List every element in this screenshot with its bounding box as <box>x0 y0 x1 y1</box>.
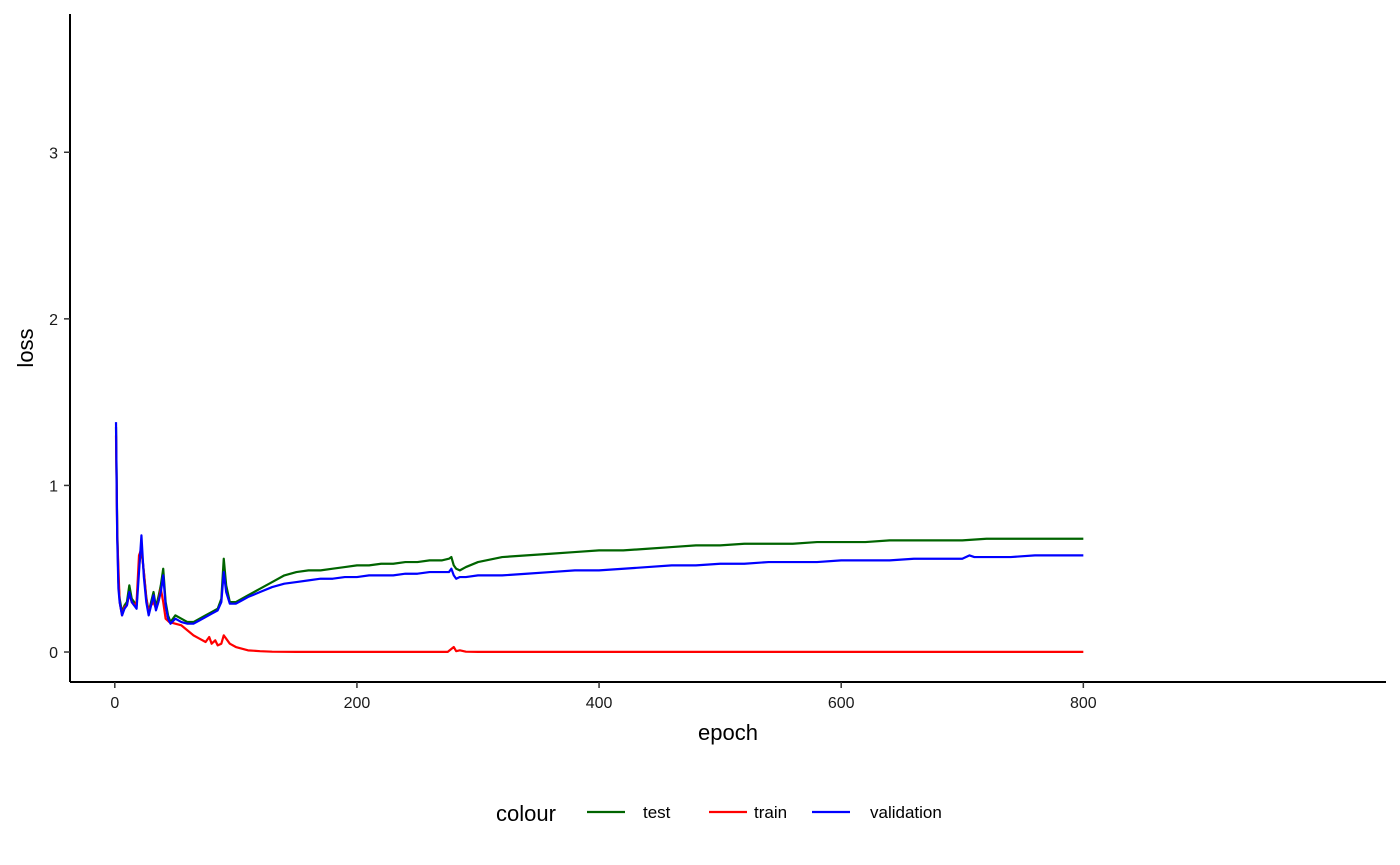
x-tick-label: 800 <box>1070 695 1097 712</box>
y-axis-title: loss <box>13 328 38 367</box>
series-line-validation <box>114 422 1084 625</box>
legend: colour test train validation <box>496 801 942 826</box>
x-tick-label: 600 <box>828 695 855 712</box>
y-tick-label: 1 <box>49 478 58 495</box>
x-axis-title: epoch <box>698 720 758 745</box>
x-tick-label: 0 <box>110 695 119 712</box>
legend-label-test: test <box>643 803 671 822</box>
x-tick-label: 400 <box>586 695 613 712</box>
y-tick-label: 3 <box>49 145 58 162</box>
y-tick-label: 0 <box>49 645 58 662</box>
y-axis-ticks: 0 1 2 3 <box>49 145 70 662</box>
series-layer <box>114 422 1084 653</box>
x-axis-ticks: 0 200 400 600 800 <box>110 682 1097 712</box>
x-tick-label: 200 <box>344 695 371 712</box>
y-tick-label: 2 <box>49 312 58 329</box>
legend-label-validation: validation <box>870 803 942 822</box>
legend-title: colour <box>496 801 556 826</box>
legend-label-train: train <box>754 803 787 822</box>
